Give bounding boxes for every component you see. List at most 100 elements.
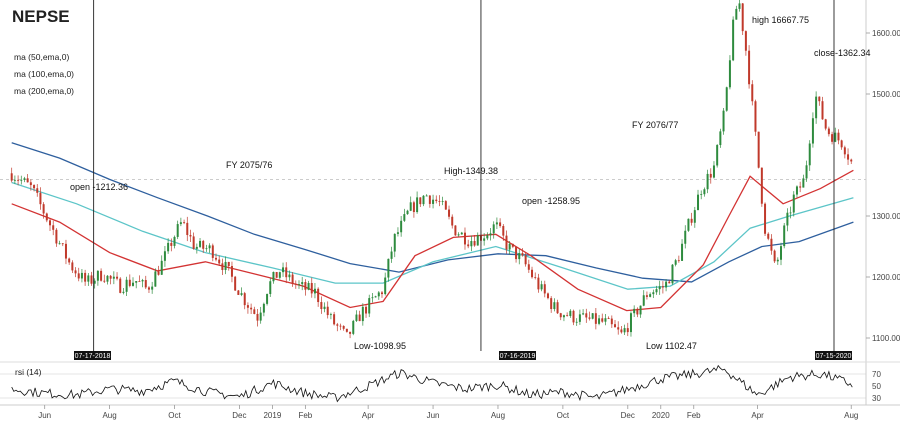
candle-body [278,272,281,278]
candle-body [208,245,211,249]
candle-body [754,101,757,132]
candle-body [550,298,553,310]
candle-body [773,250,776,262]
candle-body [655,289,658,293]
rsi-tick-label: 70 [872,370,881,379]
candle-body [847,154,850,160]
candle-body [352,320,355,334]
candle-body [163,251,166,261]
candle-body [61,243,64,245]
candle-body [795,186,798,195]
price-tick-label: 1600.00 [872,29,900,38]
candle-body [633,308,636,314]
candle-body [80,272,83,279]
candle-body [246,305,249,308]
candle-body [748,50,751,85]
candle-body [195,246,198,249]
candle-body [661,286,664,288]
candle-body [393,233,396,252]
candle-body [645,295,648,297]
legend-ma-50: ma (50,ema,0) [14,52,69,62]
candle-body [147,287,150,290]
time-tick-label: 2020 [652,411,670,420]
candle-body [396,232,399,234]
candle-body [183,222,186,224]
candle-body [301,282,304,285]
candle-body [23,178,26,180]
candle-body [594,313,597,324]
candle-body [712,165,715,178]
candle-body [368,298,371,314]
time-tick-label: Apr [362,411,375,420]
candle-body [428,195,431,204]
candle-body [460,232,463,235]
candle-body [435,199,438,202]
candle-body [96,270,99,281]
candle-body [566,315,569,317]
candle-body [64,243,67,259]
candle-body [521,253,524,256]
candle-body [499,222,502,227]
date-tags: 07-17-2018 07-16-2019 07-15-2020 [74,351,852,360]
price-tick-label: 1100.00 [872,334,900,343]
legend-ma-200: ma (200,ema,0) [14,86,74,96]
candle-body [189,235,192,237]
candle-body [495,222,498,225]
candle-body [444,201,447,210]
candle-body [693,210,696,223]
time-tick-label: Dec [621,411,635,420]
candle-body [234,276,237,291]
candle-body [406,210,409,215]
date-tag-2019-bg [499,351,536,360]
candle-body [49,220,52,226]
candle-body [722,110,725,132]
candle-body [614,324,617,328]
candle-body [355,314,358,321]
candle-body [681,243,684,261]
price-tick-label: 1500.00 [872,90,900,99]
candle-body [767,233,770,239]
candle-body [412,202,415,213]
candle-body [387,258,390,278]
candle-body [709,173,712,178]
candle-body [476,235,479,246]
candle-body [122,291,125,293]
candle-body [454,225,457,236]
candle-body [320,302,323,310]
candle-body [457,234,460,236]
candle-body [425,195,428,197]
time-tick-label: Oct [557,411,570,420]
candle-body [400,220,403,233]
candle-body [288,274,291,278]
rsi-tick-label: 50 [872,382,881,391]
rsi-line [11,364,853,403]
candle-body [486,235,489,239]
annotation-close-2020: close-1362.34 [814,48,871,58]
candle-body [540,284,543,290]
time-tick-label: Jun [427,411,440,420]
candle-body [572,310,575,323]
candle-body [511,243,514,247]
candle-body [336,324,339,326]
candle-body [732,19,735,61]
candle-body [716,145,719,166]
candle-body [186,222,189,236]
candle-body [227,261,230,267]
candle-body [546,293,549,299]
fiscal-year-lines [93,0,835,351]
candle-body [556,302,559,314]
candle-body [783,225,786,247]
candle-body [33,185,36,189]
candle-body [179,222,182,225]
candle-body [543,284,546,294]
candle-body [151,286,154,290]
candle-body [13,179,16,181]
candle-body [422,195,425,205]
candle-body [419,197,422,205]
candle-body [677,260,680,262]
candle-body [29,182,32,186]
candle-body [256,313,259,321]
candle-body [215,257,217,260]
candle-body [339,325,342,327]
